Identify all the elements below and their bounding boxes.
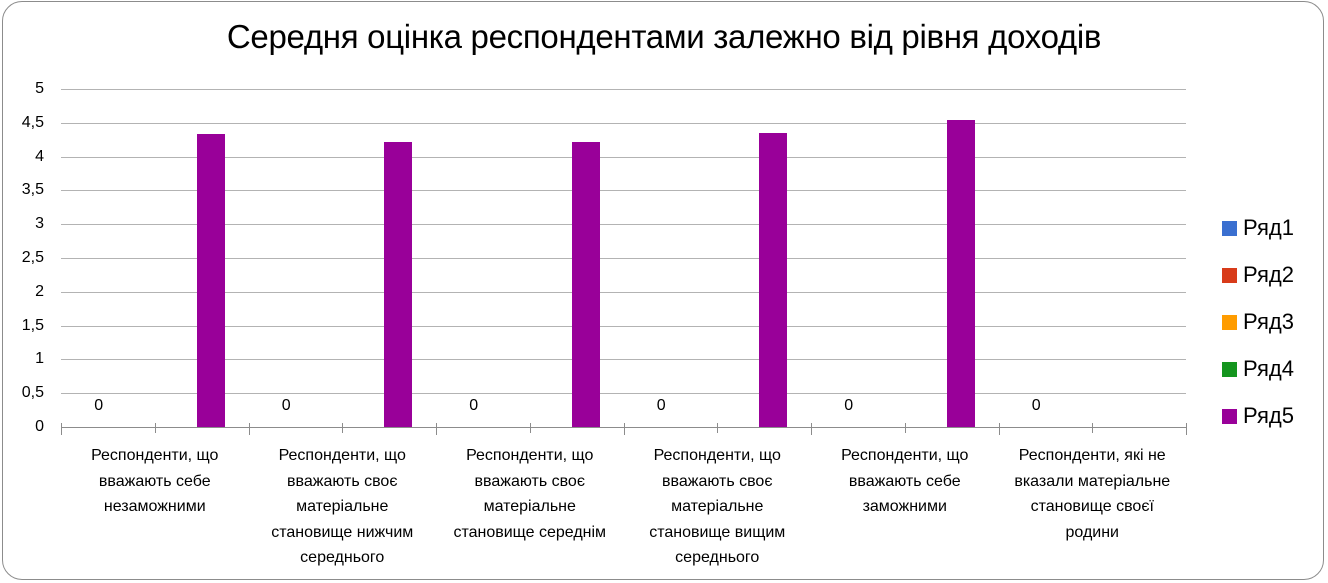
y-tick-label: 4 (35, 147, 44, 165)
category-label: Респонденти, що вважають своє матеріальне с… (437, 443, 623, 545)
gridline (61, 325, 1186, 327)
x-tick (998, 423, 1000, 435)
category-label-line: середнього (675, 549, 760, 566)
data-label: 0 (94, 397, 104, 414)
category-label-line: становище нижчим (271, 523, 414, 541)
gridline (61, 258, 1186, 259)
x-tick (811, 423, 812, 435)
legend-label: Ряд4 (1243, 356, 1294, 381)
y-tick-label: 0,5 (21, 384, 44, 402)
category-label-line: становище вищим (649, 523, 786, 541)
y-tick-label: 2,5 (21, 249, 44, 266)
gridline (61, 359, 1186, 361)
x-tick (61, 423, 62, 435)
y-tick-label: 4,5 (21, 113, 44, 131)
category-label: Респонденти, що вважають своє матеріальне с… (624, 443, 810, 571)
gridline (61, 291, 1186, 293)
legend-label: Ряд3 (1243, 309, 1294, 334)
category-label-line: вважають своє (287, 472, 398, 490)
bar-Ряд5 (196, 134, 225, 427)
category-label-line: Респонденти, що (91, 447, 219, 464)
y-tick-label: 1 (35, 350, 44, 368)
category-label-line: вважають себе (98, 472, 211, 490)
category-label: Респонденти, що вважають себе заможними (812, 443, 998, 520)
data-label: 0 (1031, 397, 1041, 414)
data-label: 0 (844, 397, 854, 414)
category-label-line: становище своєї (1030, 498, 1154, 515)
x-tick (904, 423, 906, 433)
category-label-line: матеріальне (296, 498, 389, 515)
category-label-line: середнього (300, 549, 385, 566)
category-label-line: Респонденти, що (841, 447, 969, 464)
category-label-line: матеріальне (671, 498, 764, 515)
gridline (61, 89, 1186, 90)
data-label: 0 (656, 397, 666, 414)
category-label-line: матеріальне (483, 498, 576, 515)
category-label: Респонденти, що вважають своє матеріальне с… (249, 443, 435, 571)
legend-label: Ряд2 (1243, 262, 1294, 287)
x-tick (154, 423, 156, 433)
legend-swatch-icon (1222, 361, 1237, 377)
legend-swatch-icon (1222, 220, 1237, 236)
gridline (61, 224, 1186, 226)
x-tick (436, 423, 437, 435)
y-tick-label: 2 (35, 282, 44, 300)
category-label-line: Респонденти, які не (1018, 447, 1166, 464)
category-label-line: родини (1065, 523, 1120, 541)
legend-swatch-icon (1222, 408, 1237, 424)
bar-Ряд5 (759, 132, 788, 427)
category-label-line: вважають себе (848, 472, 961, 490)
category-label-line: вважають своє (474, 472, 585, 490)
x-tick (1092, 423, 1094, 433)
x-tick (717, 423, 719, 433)
y-tick-label: 5 (35, 80, 44, 97)
category-label-line: незаможними (103, 498, 206, 515)
x-tick (1186, 423, 1187, 435)
category-label-line: становище середнім (453, 523, 607, 541)
y-tick-label: 0 (35, 418, 44, 435)
data-label: 0 (469, 397, 479, 414)
bar-Ряд5 (946, 120, 975, 427)
gridline (61, 122, 1186, 124)
bar-Ряд5 (571, 141, 600, 427)
bar-Ряд5 (384, 141, 413, 427)
x-tick (248, 423, 250, 435)
category-label: Респонденти, що вважають себе незаможними (62, 443, 248, 520)
x-tick (623, 423, 625, 435)
category-label-line: заможними (862, 498, 947, 515)
chart-title: Середня оцінка респондентами залежно від… (226, 18, 1102, 55)
category-label-line: вважають своє (662, 472, 773, 490)
x-tick (342, 423, 344, 433)
category-label-line: Респонденти, що (466, 447, 594, 464)
legend-item: Ряд2 (1222, 262, 1294, 288)
legend-swatch-icon (1222, 314, 1237, 330)
y-tick-label: 1,5 (21, 316, 44, 334)
category-label-line: Респонденти, що (278, 447, 406, 464)
category-label-line: вказали матеріальне (1014, 472, 1171, 490)
data-label: 0 (281, 397, 291, 414)
plot-area: 0 0 0 0 0 0 (61, 89, 1187, 435)
category-label: Респонденти, які не вказали матеріальне ст… (999, 443, 1185, 545)
category-label-line: Респонденти, що (653, 447, 781, 464)
legend-item: Ряд5 (1222, 403, 1294, 429)
gridline (61, 156, 1186, 158)
y-tick-label: 3 (35, 215, 44, 233)
y-tick-label: 3,5 (21, 181, 44, 199)
legend-swatch-icon (1222, 267, 1237, 283)
legend-item: Ряд1 (1222, 215, 1294, 241)
legend-label: Ряд1 (1243, 215, 1294, 240)
legend-label: Ряд5 (1243, 403, 1294, 428)
x-tick (529, 423, 531, 433)
gridline (61, 190, 1186, 192)
legend-item: Ряд3 (1222, 309, 1294, 335)
legend-item: Ряд4 (1222, 356, 1294, 382)
gridline (61, 393, 1186, 395)
